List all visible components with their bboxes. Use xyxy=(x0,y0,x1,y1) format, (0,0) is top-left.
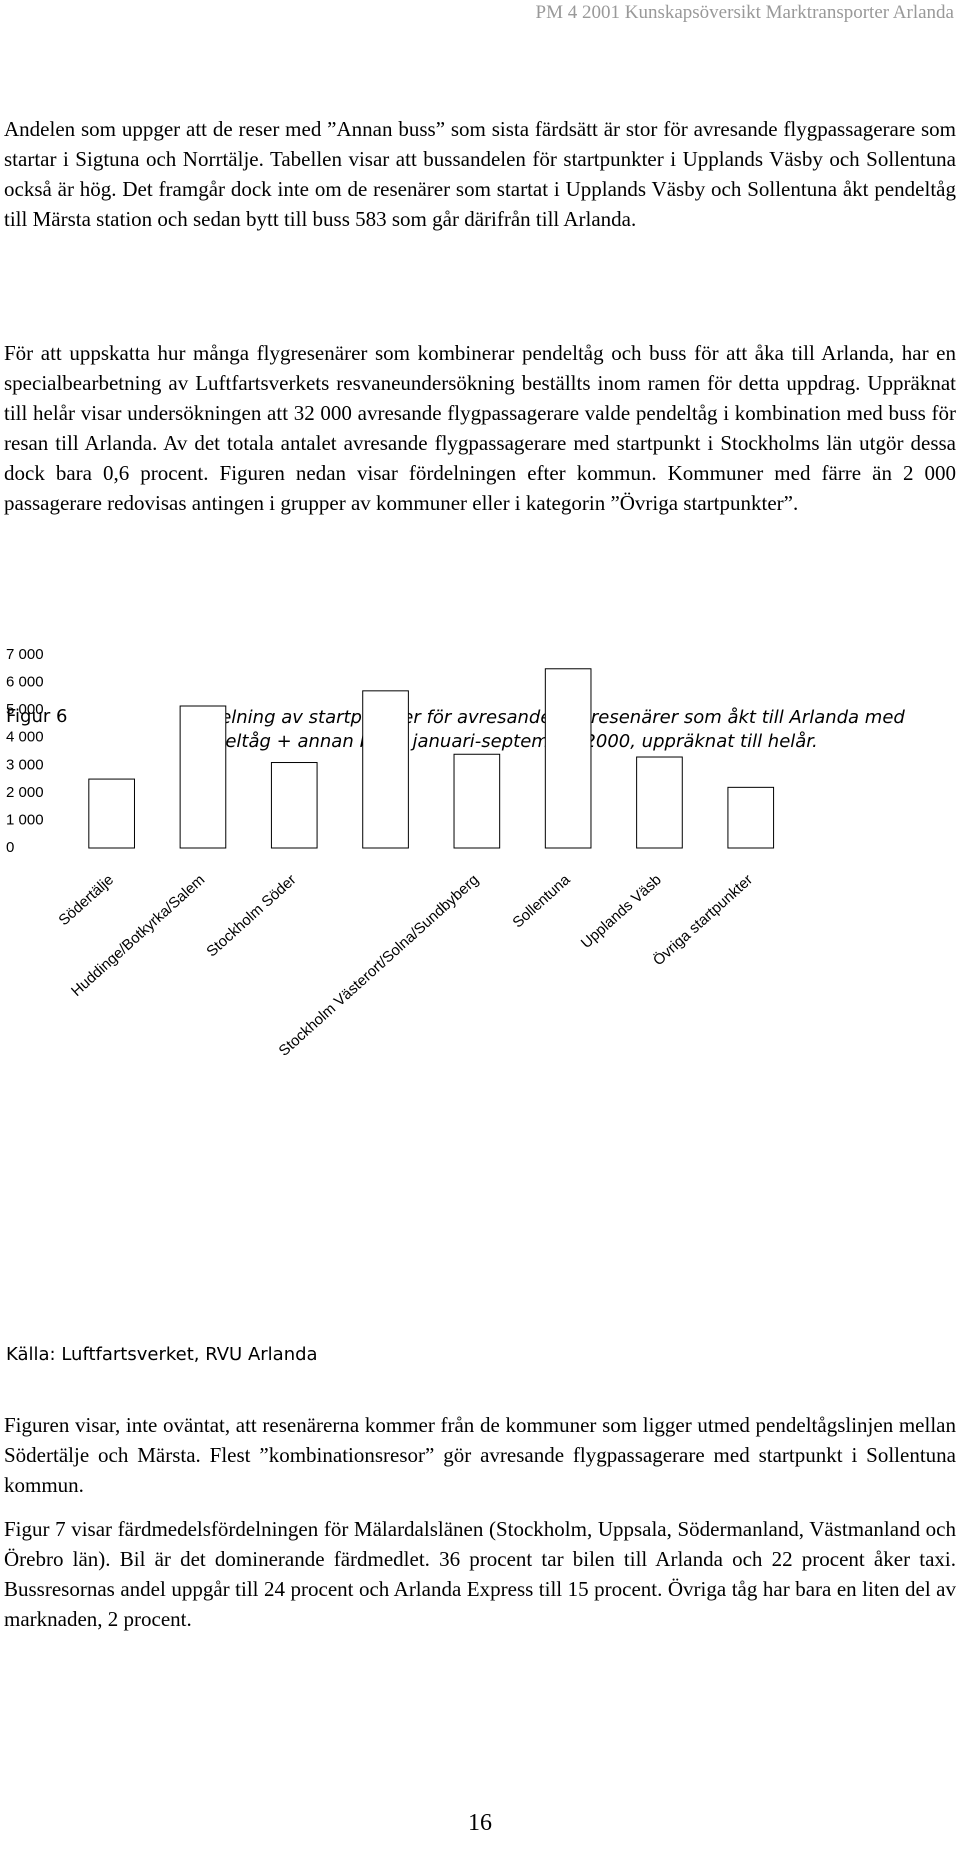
bar xyxy=(636,756,683,849)
y-tick-label: 2 000 xyxy=(6,784,44,801)
paragraph: För att uppskatta hur många flygresenäre… xyxy=(4,341,956,515)
bar xyxy=(544,668,592,849)
chart: 0 1 000 2 000 3 000 4 000 5 000 6 000 7 000 Söde… xyxy=(6,646,775,1060)
bar xyxy=(179,705,227,849)
y-tick-label: 3 000 xyxy=(6,756,44,773)
x-tick-label: Stockholm Västerort/Solna/Sundbyberg xyxy=(276,871,483,1059)
y-tick-label: 6 000 xyxy=(6,674,44,691)
x-tick-label: Stockholm Söder xyxy=(203,871,299,960)
x-tick-label: Sollentuna xyxy=(509,871,574,932)
y-tick-label: 7 000 xyxy=(6,646,44,663)
paragraph: Andelen som uppger att de reser med ”Ann… xyxy=(4,117,956,231)
figure-source: Källa: Luftfartsverket, RVU Arlanda xyxy=(6,1344,318,1365)
header: PM 4 2001 Kunskapsöversikt Marktransport… xyxy=(535,2,954,23)
y-tick-label: 1 000 xyxy=(6,811,44,828)
bar xyxy=(453,753,501,849)
x-tick-label: Övriga startpunkter xyxy=(649,871,756,970)
page-number: 16 xyxy=(468,1810,492,1836)
x-tick-label: Upplands Väsb xyxy=(578,871,665,952)
paragraph: Figur 7 visar färdmedelsfördelningen för… xyxy=(4,1517,956,1631)
y-tick-label: 4 000 xyxy=(6,729,44,746)
bar xyxy=(362,690,409,849)
y-tick-label: 5 000 xyxy=(6,701,44,718)
bar xyxy=(270,762,318,849)
figure-caption: Fördelning av startpunkter för avresande… xyxy=(180,707,905,752)
paragraph: Figuren visar, inte oväntat, att resenär… xyxy=(4,1413,956,1497)
bar xyxy=(88,778,135,849)
x-tick-label: Södertälje xyxy=(55,871,117,929)
figure-label: Figur 6 xyxy=(6,706,68,727)
y-tick-label: 0 xyxy=(6,839,14,856)
bar xyxy=(727,786,775,849)
